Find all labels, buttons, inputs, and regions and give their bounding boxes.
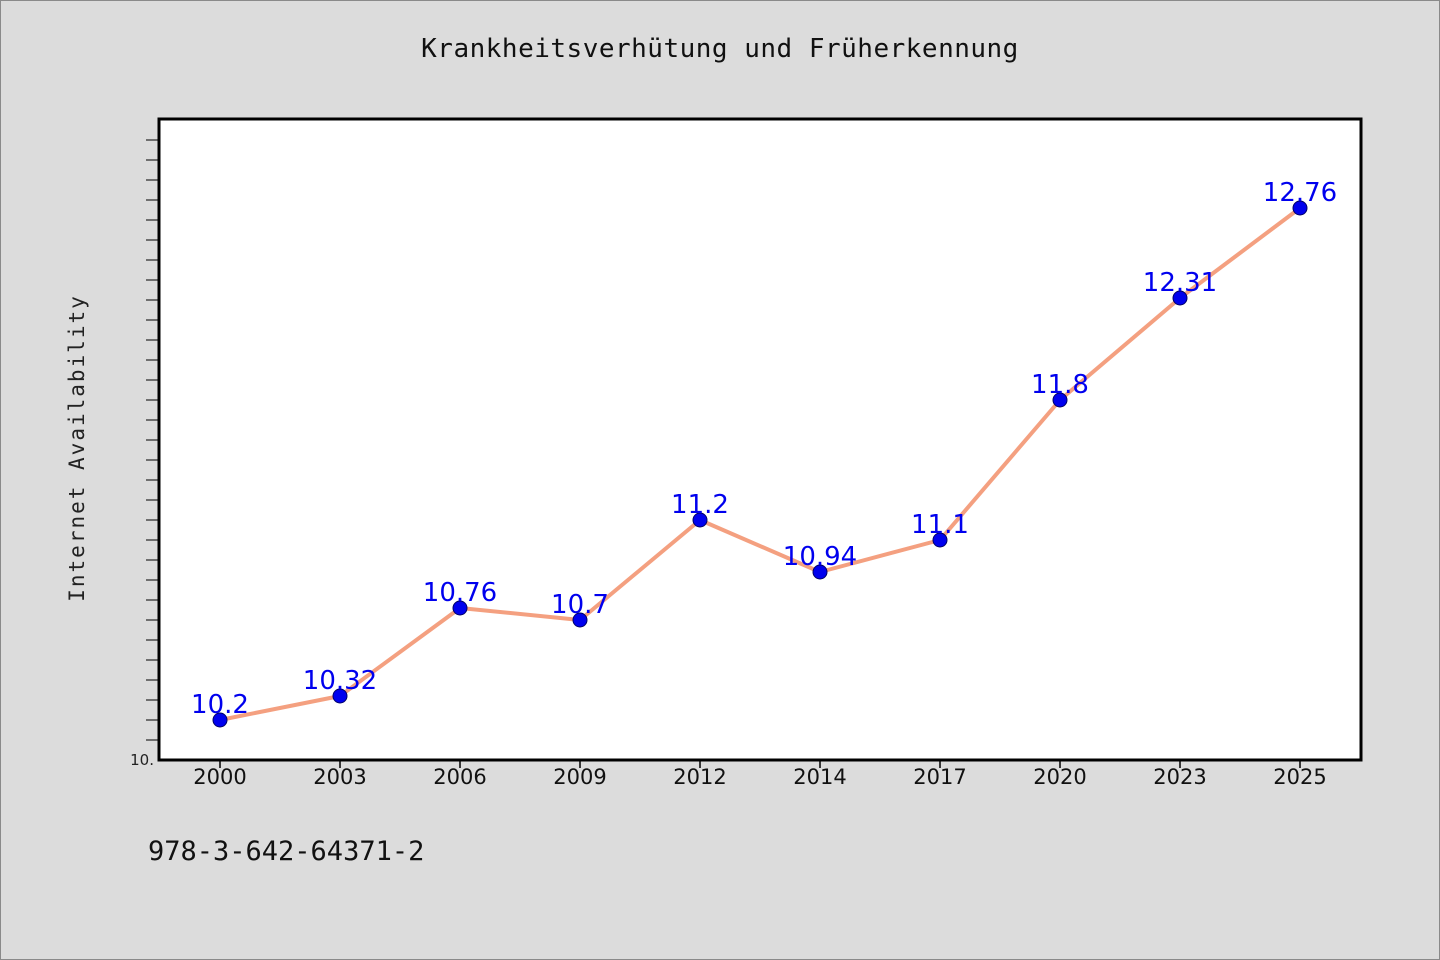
data-point	[812, 564, 828, 580]
data-point	[572, 612, 588, 628]
data-markers	[212, 200, 1308, 728]
data-point	[1172, 290, 1188, 306]
x-axis-ticks: 2000 2003 2006 2009 2012 2014 2017 2020 2023 2025	[193, 760, 1327, 789]
x-tick-label: 2025	[1273, 765, 1326, 789]
x-tick-label: 2009	[553, 765, 606, 789]
data-label: 10.94	[783, 542, 857, 572]
x-tick-label: 2014	[793, 765, 846, 789]
data-label: 11.8	[1031, 370, 1089, 400]
x-tick-label: 2023	[1153, 765, 1206, 789]
x-tick-label: 2012	[673, 765, 726, 789]
data-labels: 10.2 10.32 10.76 10.7 11.2 10.94 11.1 11.8 12.31…	[191, 178, 1337, 720]
y-tick-label: 10.	[130, 751, 154, 769]
x-tick-label: 2000	[193, 765, 246, 789]
data-label: 10.76	[423, 578, 497, 608]
x-tick-label: 2006	[433, 765, 486, 789]
data-point	[332, 688, 348, 704]
chart-title: Krankheitsverhütung und Früherkennung	[421, 34, 1019, 64]
data-label: 12.31	[1143, 268, 1217, 298]
data-label: 10.32	[303, 666, 377, 696]
footer-code: 978-3-642-64371-2	[148, 836, 425, 867]
data-point	[452, 600, 468, 616]
data-label: 12.76	[1263, 178, 1337, 208]
x-tick-label: 2017	[913, 765, 966, 789]
data-point	[1052, 392, 1068, 408]
data-label: 10.7	[551, 590, 609, 620]
data-point	[692, 512, 708, 528]
data-point	[932, 532, 948, 548]
data-point	[212, 712, 228, 728]
data-point	[1292, 200, 1308, 216]
data-label: 11.1	[911, 510, 969, 540]
data-label: 10.2	[191, 690, 249, 720]
y-axis-ticks: 10.	[130, 139, 160, 769]
series-line	[219, 206, 1302, 722]
plot-area	[157, 117, 1363, 762]
data-label: 11.2	[671, 490, 729, 520]
x-tick-label: 2003	[313, 765, 366, 789]
x-tick-label: 2020	[1033, 765, 1086, 789]
